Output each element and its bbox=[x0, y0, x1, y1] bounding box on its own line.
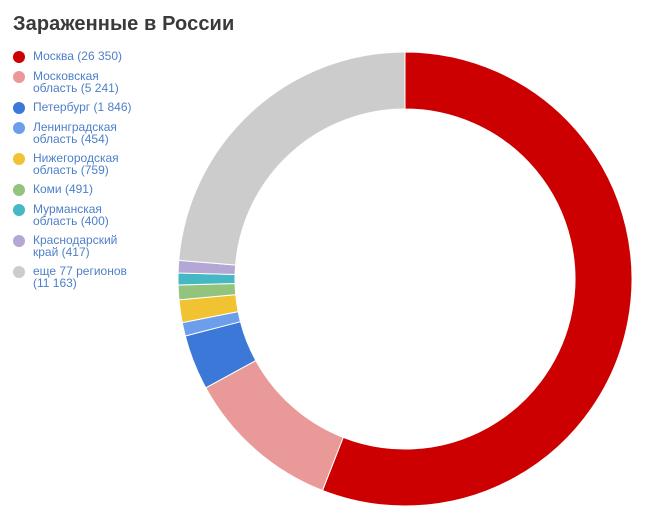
legend-item[interactable]: Мурманская область (400) bbox=[13, 203, 173, 227]
legend-color-dot-icon bbox=[13, 71, 25, 83]
donut-slice[interactable] bbox=[205, 359, 344, 492]
legend-label: Москва (26 350) bbox=[33, 49, 122, 63]
legend-color-dot-icon bbox=[13, 122, 25, 134]
legend-color-dot-icon bbox=[13, 153, 25, 165]
chart-legend: Москва (26 350) Московская область (5 241)… bbox=[13, 50, 173, 296]
legend-label: Краснодарский край (417) bbox=[33, 233, 118, 259]
legend-item[interactable]: Коми (491) bbox=[13, 183, 173, 196]
legend-color-dot-icon bbox=[13, 235, 25, 247]
chart-title: Зараженные в России bbox=[13, 13, 235, 35]
legend-color-dot-icon bbox=[13, 102, 25, 114]
legend-item[interactable]: Краснодарский край (417) bbox=[13, 234, 173, 258]
donut-slice[interactable] bbox=[321, 51, 633, 507]
legend-label: Коми (491) bbox=[33, 182, 93, 196]
donut-slice[interactable] bbox=[178, 51, 406, 266]
legend-label: Ленинградская область (454) bbox=[33, 120, 117, 146]
legend-item[interactable]: Ленинградская область (454) bbox=[13, 121, 173, 145]
legend-label: Мурманская область (400) bbox=[33, 202, 109, 228]
legend-item[interactable]: еще 77 регионов (11 163) bbox=[13, 265, 173, 289]
legend-label: Московская область (5 241) bbox=[33, 69, 119, 95]
donut-slice[interactable] bbox=[177, 272, 236, 286]
legend-label: еще 77 регионов (11 163) bbox=[33, 264, 127, 290]
legend-color-dot-icon bbox=[13, 51, 25, 63]
legend-color-dot-icon bbox=[13, 184, 25, 196]
legend-item[interactable]: Нижегородская область (759) bbox=[13, 152, 173, 176]
legend-color-dot-icon bbox=[13, 204, 25, 216]
legend-label: Петербург (1 846) bbox=[33, 100, 132, 114]
legend-color-dot-icon bbox=[13, 266, 25, 278]
legend-item[interactable]: Москва (26 350) bbox=[13, 50, 173, 63]
legend-label: Нижегородская область (759) bbox=[33, 151, 119, 177]
legend-item[interactable]: Петербург (1 846) bbox=[13, 101, 173, 114]
legend-item[interactable]: Московская область (5 241) bbox=[13, 70, 173, 94]
